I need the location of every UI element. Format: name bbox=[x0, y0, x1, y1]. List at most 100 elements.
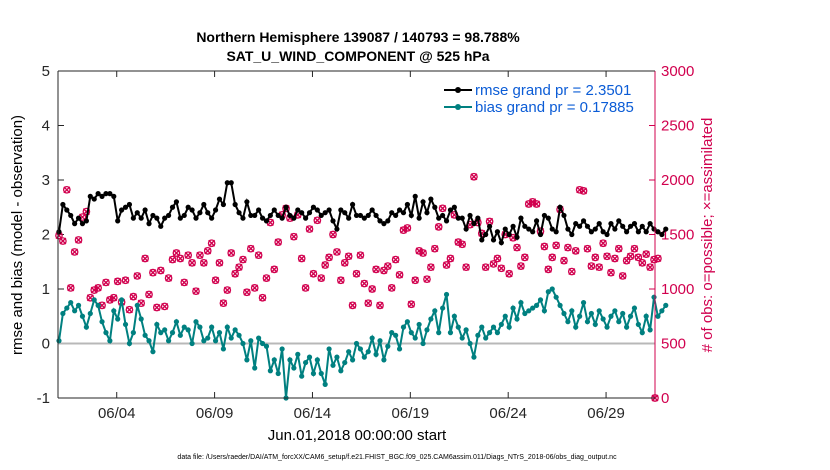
obs-possible-point bbox=[254, 251, 263, 260]
x-tick-label: 06/04 bbox=[98, 405, 136, 422]
obs-possible-point bbox=[199, 258, 208, 267]
bias-point bbox=[588, 310, 594, 317]
obs-possible-point bbox=[352, 269, 361, 278]
obs-assimilated-point bbox=[239, 256, 247, 264]
bias-point bbox=[158, 330, 164, 336]
obs-possible-point bbox=[638, 258, 647, 267]
obs-assimilated-point bbox=[627, 252, 635, 260]
rmse-point bbox=[357, 212, 364, 219]
rmse-point bbox=[463, 226, 469, 232]
bias-point bbox=[193, 319, 199, 325]
rmse-point bbox=[310, 204, 317, 210]
rmse-point bbox=[361, 215, 367, 221]
obs-assimilated-point bbox=[349, 301, 357, 309]
rmse-point bbox=[608, 221, 614, 227]
rmse-point bbox=[584, 223, 591, 229]
rmse-point bbox=[639, 223, 645, 229]
obs-possible-point bbox=[364, 299, 373, 308]
bias-point bbox=[408, 330, 414, 336]
rmse-point bbox=[655, 229, 661, 235]
rmse-point bbox=[349, 201, 356, 208]
rmse-point bbox=[83, 218, 89, 224]
rmse-point bbox=[318, 212, 324, 219]
obs-assimilated-point bbox=[337, 276, 345, 284]
obs-possible-point bbox=[423, 275, 431, 284]
obs-assimilated-point bbox=[196, 251, 204, 259]
obs-possible-point bbox=[434, 223, 443, 231]
rmse-point bbox=[259, 215, 266, 221]
bias-point bbox=[494, 330, 501, 336]
obs-possible-point bbox=[129, 292, 138, 301]
rmse-point bbox=[287, 212, 293, 219]
obs-assimilated-point bbox=[235, 263, 243, 271]
rmse-point bbox=[201, 201, 207, 208]
bias-point bbox=[537, 297, 544, 303]
bias-point bbox=[314, 357, 320, 363]
bias-point bbox=[83, 324, 89, 330]
rmse-point bbox=[553, 229, 559, 235]
rmse-point bbox=[377, 218, 383, 224]
bias-point bbox=[451, 313, 457, 319]
bias-point bbox=[263, 343, 270, 349]
obs-assimilated-point bbox=[364, 299, 372, 307]
obs-possible-point bbox=[59, 237, 67, 245]
obs-possible-point bbox=[235, 263, 243, 272]
rmse-point bbox=[72, 221, 78, 227]
y-tick-label-left: 2 bbox=[42, 227, 50, 244]
obs-assimilated-point bbox=[165, 274, 173, 282]
rmse-point bbox=[326, 207, 332, 213]
obs-assimilated-point bbox=[169, 256, 177, 264]
y-tick-label-right: 1000 bbox=[661, 281, 694, 298]
bias-point bbox=[424, 327, 430, 333]
bias-point bbox=[365, 349, 371, 355]
rmse-point bbox=[580, 218, 587, 224]
obs-assimilated-point bbox=[129, 293, 137, 301]
bias-point bbox=[224, 324, 230, 330]
rmse-point bbox=[408, 212, 414, 219]
bias-point bbox=[338, 368, 344, 374]
bias-point bbox=[279, 346, 285, 352]
obs-assimilated-point bbox=[98, 301, 106, 309]
obs-assimilated-point bbox=[192, 287, 200, 295]
bias-point bbox=[60, 310, 66, 317]
obs-assimilated-point bbox=[638, 259, 646, 267]
obs-possible-point bbox=[513, 243, 521, 252]
obs-possible-point bbox=[207, 239, 216, 248]
obs-assimilated-point bbox=[583, 245, 591, 253]
obs-possible-point bbox=[188, 258, 196, 267]
obs-assimilated-point bbox=[490, 260, 498, 268]
rmse-point bbox=[158, 223, 164, 229]
rmse-point bbox=[518, 215, 524, 221]
rmse-point bbox=[330, 218, 336, 224]
obs-assimilated-point bbox=[122, 276, 130, 284]
obs-possible-point bbox=[74, 236, 83, 244]
bias-point bbox=[612, 308, 618, 314]
obs-assimilated-point bbox=[615, 245, 623, 253]
obs-possible-point bbox=[548, 253, 557, 262]
rmse-point bbox=[440, 212, 446, 219]
obs-assimilated-point bbox=[525, 200, 533, 208]
bias-point bbox=[357, 346, 364, 352]
bias-point bbox=[659, 308, 665, 314]
bias-point bbox=[201, 338, 207, 344]
y-axis-label-right: # of obs: o=possible; ×=assimilated bbox=[699, 118, 716, 353]
bias-point bbox=[334, 354, 340, 360]
rmse-point bbox=[381, 221, 387, 227]
rmse-point bbox=[475, 215, 481, 221]
obs-possible-point bbox=[438, 204, 447, 213]
obs-assimilated-point bbox=[482, 263, 490, 271]
rmse-point bbox=[663, 226, 669, 232]
bias-point bbox=[561, 310, 567, 317]
rmse-point bbox=[87, 193, 93, 199]
obs-assimilated-point bbox=[634, 253, 642, 261]
rmse-point bbox=[205, 210, 211, 216]
obs-possible-point bbox=[109, 293, 118, 302]
obs-possible-point bbox=[196, 251, 204, 260]
rmse-point bbox=[471, 221, 477, 227]
bias-point bbox=[455, 324, 461, 330]
bias-point bbox=[275, 370, 281, 377]
legend-swatch-marker bbox=[455, 104, 461, 110]
rmse-point bbox=[299, 210, 305, 216]
bias-point bbox=[428, 316, 434, 322]
